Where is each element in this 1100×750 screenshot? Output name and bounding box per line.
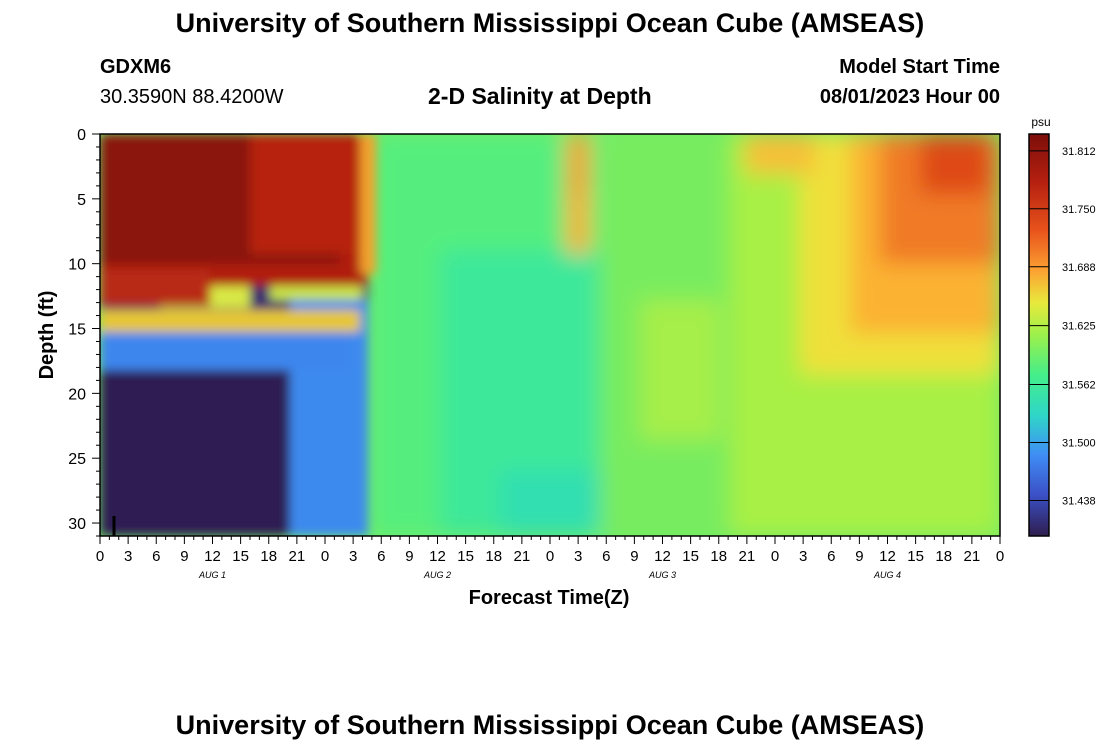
x-tick-label: 0 [771,548,779,565]
x-tick-label: 12 [654,548,671,565]
station-coordinates: 30.3590N 88.4200W [100,86,284,108]
day-labels: AUG 1 AUG 2 AUG 3 AUG 4 [198,570,901,580]
x-axis-label: Forecast Time(Z) [469,587,630,609]
colorbar-tick-label: 31.438 [1062,495,1096,507]
footer-title: University of Southern Mississippi Ocean… [175,710,925,740]
x-tick-label: 3 [799,548,807,565]
colorbar-tick-label: 31.750 [1062,204,1096,216]
station-id: GDXM6 [100,56,172,78]
x-tick-label: 6 [602,548,610,565]
x-tick-label: 9 [855,548,863,565]
x-tick-label: 15 [907,548,924,565]
x-tick-label: 18 [710,548,727,565]
x-tick-label: 12 [429,548,446,565]
x-tick-label: 0 [96,548,104,565]
colorbar: psu 31.812 31.750 31.688 31.625 31.562 31.500… [1028,115,1096,537]
x-tick-label: 15 [457,548,474,565]
y-axis: 0 5 10 15 20 25 30 [68,127,100,537]
day-label: AUG 1 [198,570,226,580]
x-tick-label: 3 [574,548,582,565]
y-tick-label: 30 [68,516,86,533]
y-tick-label: 20 [68,386,86,403]
colorbar-tick-label: 31.812 [1062,146,1096,158]
model-start-value: 08/01/2023 Hour 00 [819,86,1000,108]
x-tick-label: 6 [377,548,385,565]
x-tick-label: 21 [289,548,306,565]
heatmap-field [100,134,1000,536]
x-tick-label: 0 [546,548,554,565]
x-tick-label: 12 [204,548,221,565]
x-tick-label: 0 [321,548,329,565]
x-tick-label: 3 [124,548,132,565]
model-start-label: Model Start Time [839,56,1000,78]
colorbar-tick-label: 31.625 [1062,321,1096,333]
y-axis-label: Depth (ft) [36,291,58,380]
x-tick-label: 21 [514,548,531,565]
x-axis: 0 3 6 9 12 15 18 21 0 3 6 9 12 15 18 21 0 3 6 9 12 15 18 21 0 3 6 9… [96,536,1004,565]
colorbar-tick-label: 31.500 [1062,438,1096,450]
y-tick-label: 10 [68,257,86,274]
colorbar-gradient [1028,133,1050,537]
x-tick-label: 15 [232,548,249,565]
page-title: University of Southern Mississippi Ocean… [175,8,925,38]
x-tick-label: 3 [349,548,357,565]
x-tick-label: 21 [739,548,756,565]
colorbar-tick-label: 31.688 [1062,262,1096,274]
day-label: AUG 2 [423,570,451,580]
day-label: AUG 4 [873,570,901,580]
x-tick-label: 18 [260,548,277,565]
colorbar-unit: psu [1031,115,1050,129]
x-tick-label: 6 [827,548,835,565]
x-tick-label: 6 [152,548,160,565]
y-tick-label: 15 [68,322,86,339]
x-tick-label: 9 [630,548,638,565]
y-tick-label: 0 [77,127,86,144]
x-tick-label: 0 [996,548,1004,565]
x-tick-label: 12 [879,548,896,565]
x-tick-label: 9 [180,548,188,565]
chart-subtitle: 2-D Salinity at Depth [428,83,652,109]
x-tick-label: 18 [935,548,952,565]
day-label: AUG 3 [648,570,676,580]
y-tick-label: 5 [77,192,86,209]
colorbar-tick-label: 31.562 [1062,380,1096,392]
x-tick-label: 18 [485,548,502,565]
x-tick-label: 21 [964,548,981,565]
y-tick-label: 25 [68,451,86,468]
x-tick-label: 15 [682,548,699,565]
x-tick-label: 9 [405,548,413,565]
